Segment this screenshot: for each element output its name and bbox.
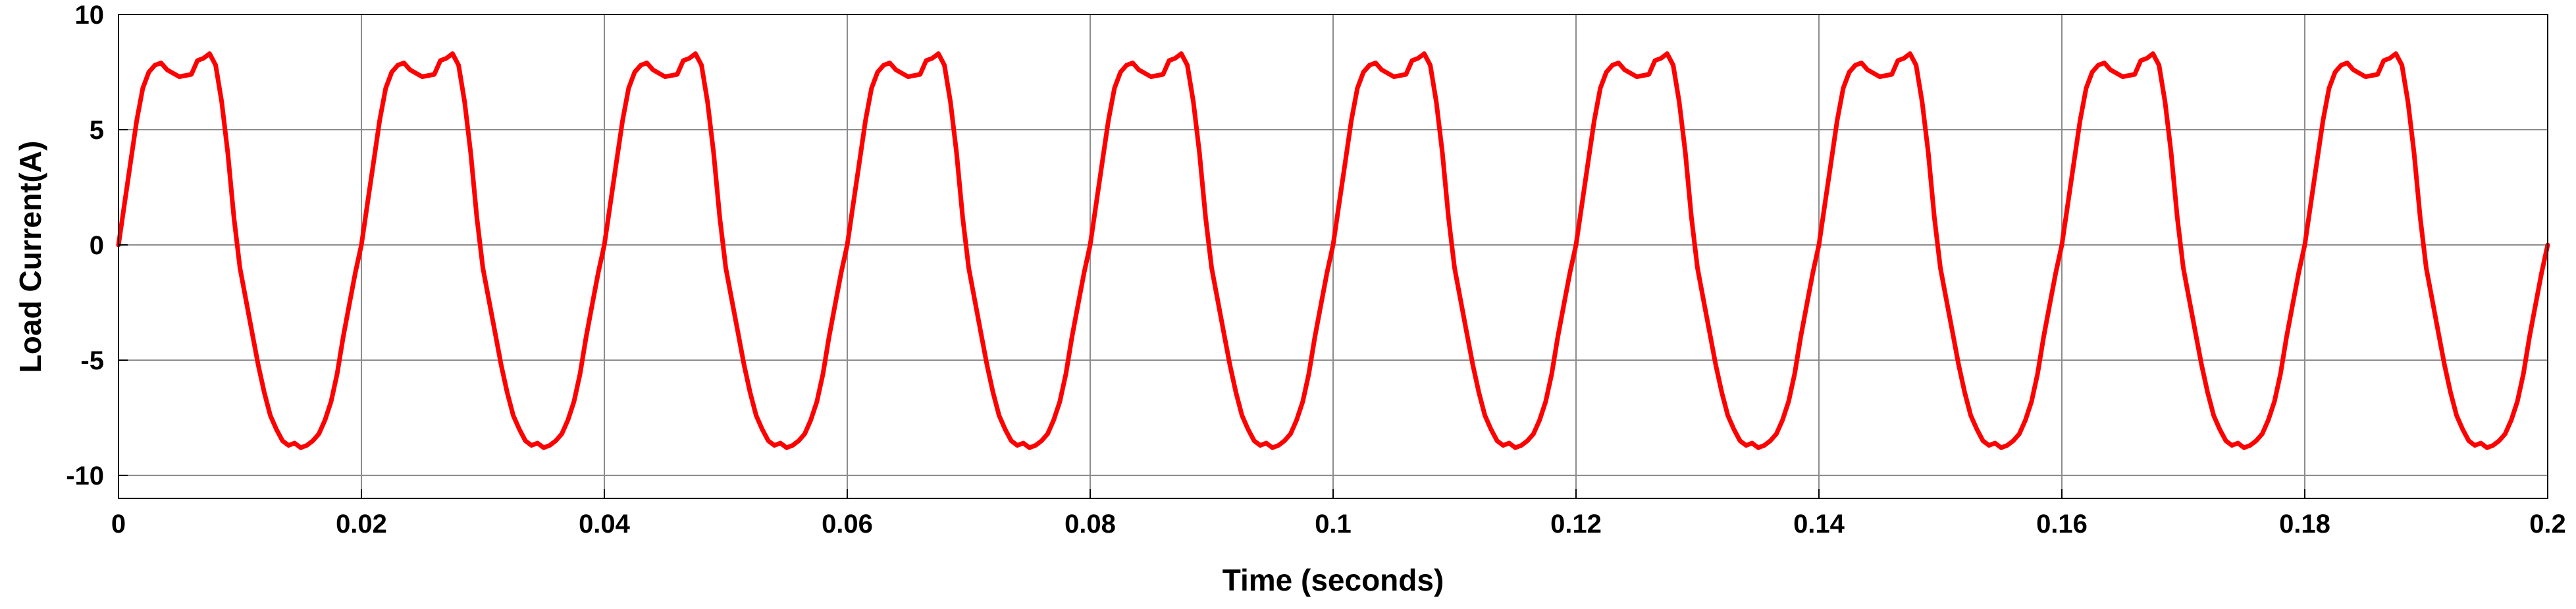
x-tick-label: 0.1 [1315,510,1352,539]
x-tick-label: 0.2 [2529,510,2566,539]
y-tick-label: 5 [90,116,104,145]
x-tick-label: 0.18 [2279,510,2330,539]
data-series [116,51,2550,450]
x-tick-label: 0.12 [1550,510,1602,539]
x-tick-label: 0.08 [1065,510,1116,539]
y-axis-title: Load Current(A) [13,141,47,373]
x-tick-label: 0.06 [822,510,873,539]
x-tick-label: 0 [111,510,126,539]
x-axis-title: Time (seconds) [1222,563,1444,597]
load-current-line [116,51,2550,450]
y-tick-label: -5 [80,346,104,375]
x-tick-label: 0.16 [2036,510,2088,539]
x-tick-label: 0.02 [336,510,387,539]
axis-ticks: 0 0.02 0.04 0.06 0.08 0.1 0.12 0.14 0.16 0.18 0.2 1… [66,1,2566,539]
x-tick-label: 0.04 [579,510,631,539]
x-tick-label: 0.14 [1793,510,1845,539]
y-tick-label: 10 [75,1,105,30]
y-tick-label: 0 [90,231,104,260]
y-tick-label: -10 [66,462,104,490]
